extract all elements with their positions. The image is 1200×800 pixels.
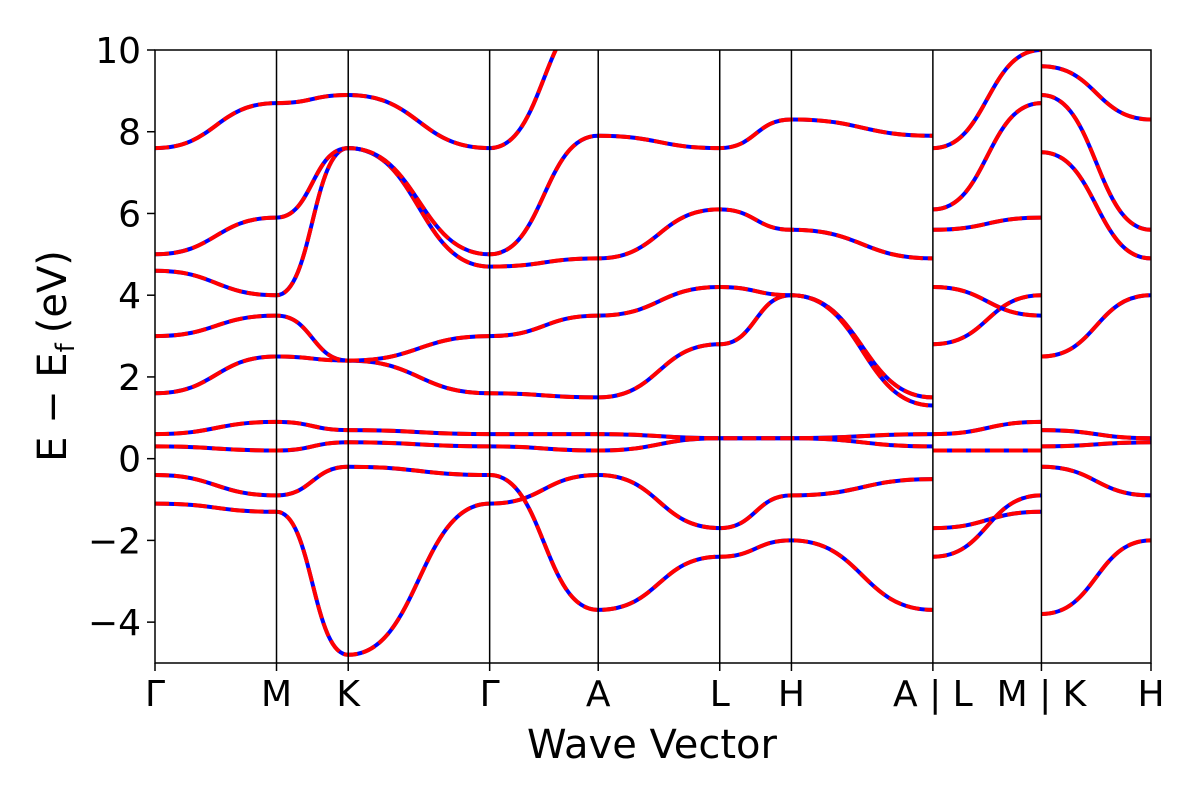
x-tick-label-9: H: [1137, 674, 1164, 715]
band-3-dashed: [155, 419, 933, 441]
y-axis-title-unit: (eV): [30, 250, 76, 333]
x-tick-label-2: K: [336, 674, 361, 715]
band-4-dashed: [155, 293, 933, 400]
band-5-dashed: [155, 284, 933, 408]
band-12-solid: [932, 419, 1042, 437]
x-tick-label-7: A | L: [893, 674, 973, 715]
band-19-dashed: [1041, 464, 1151, 498]
band-6-dashed: [155, 146, 933, 298]
x-tick-label-5: L: [710, 674, 730, 715]
band-9-solid: [932, 509, 1042, 531]
band-8-solid: [155, 50, 558, 151]
y-axis-title-base: E − E: [30, 352, 76, 462]
x-tick-label-8: M | K: [997, 674, 1088, 715]
band-1-dashed: [155, 464, 933, 612]
y-tick-label-6: 8: [118, 113, 141, 154]
x-tick-label-3: Γ: [480, 674, 500, 715]
band-14-dashed: [932, 285, 1042, 318]
band-4-solid: [155, 293, 933, 400]
bands-layer: [155, 50, 1151, 657]
high-symmetry-lines: [275, 50, 1043, 663]
band-16-dashed: [932, 101, 1042, 212]
y-tick-label-3: 2: [118, 358, 141, 399]
x-ticks: Γ M K Γ A L H A | L M | K H: [145, 663, 1165, 715]
y-ticks: −4 −2 0 2 4 6 8 10: [88, 31, 155, 644]
band-25-dashed: [1041, 64, 1151, 122]
x-tick-label-0: Γ: [145, 674, 165, 715]
y-tick-label-4: 4: [118, 276, 141, 317]
band-22-dashed: [1041, 293, 1151, 359]
band-14-solid: [932, 285, 1042, 318]
y-tick-label-1: −2: [88, 521, 141, 562]
band-0-dashed: [155, 472, 933, 657]
band-0-solid: [155, 472, 933, 657]
y-tick-label-2: 0: [118, 440, 141, 481]
band-5-solid: [155, 284, 933, 408]
band-23-dashed: [1041, 150, 1151, 261]
x-tick-label-6: H: [778, 674, 805, 715]
band-15-solid: [932, 215, 1042, 232]
x-tick-label-1: M: [261, 674, 292, 715]
y-axis-title: E − Ef (eV): [30, 250, 81, 462]
band-7-dashed: [155, 117, 933, 257]
band-13-dashed: [932, 293, 1042, 347]
band-10-dashed: [932, 493, 1042, 559]
band-20-solid: [1041, 440, 1151, 449]
band-24-dashed: [1041, 93, 1151, 232]
band-6-solid: [155, 146, 933, 298]
band-21-solid: [1041, 428, 1151, 441]
band-8-dashed: [155, 50, 558, 151]
y-axis-title-sub: f: [51, 342, 81, 352]
y-tick-label-7: 10: [95, 31, 141, 72]
band-18-dashed: [1041, 538, 1151, 616]
x-axis-title: Wave Vector: [527, 722, 778, 768]
band-7-solid: [155, 117, 933, 257]
band-17-dashed: [932, 50, 1042, 151]
y-tick-label-5: 6: [118, 194, 141, 235]
x-tick-label-4: A: [586, 674, 611, 715]
plot-frame: [154, 49, 1152, 664]
y-tick-label-0: −4: [88, 603, 141, 644]
